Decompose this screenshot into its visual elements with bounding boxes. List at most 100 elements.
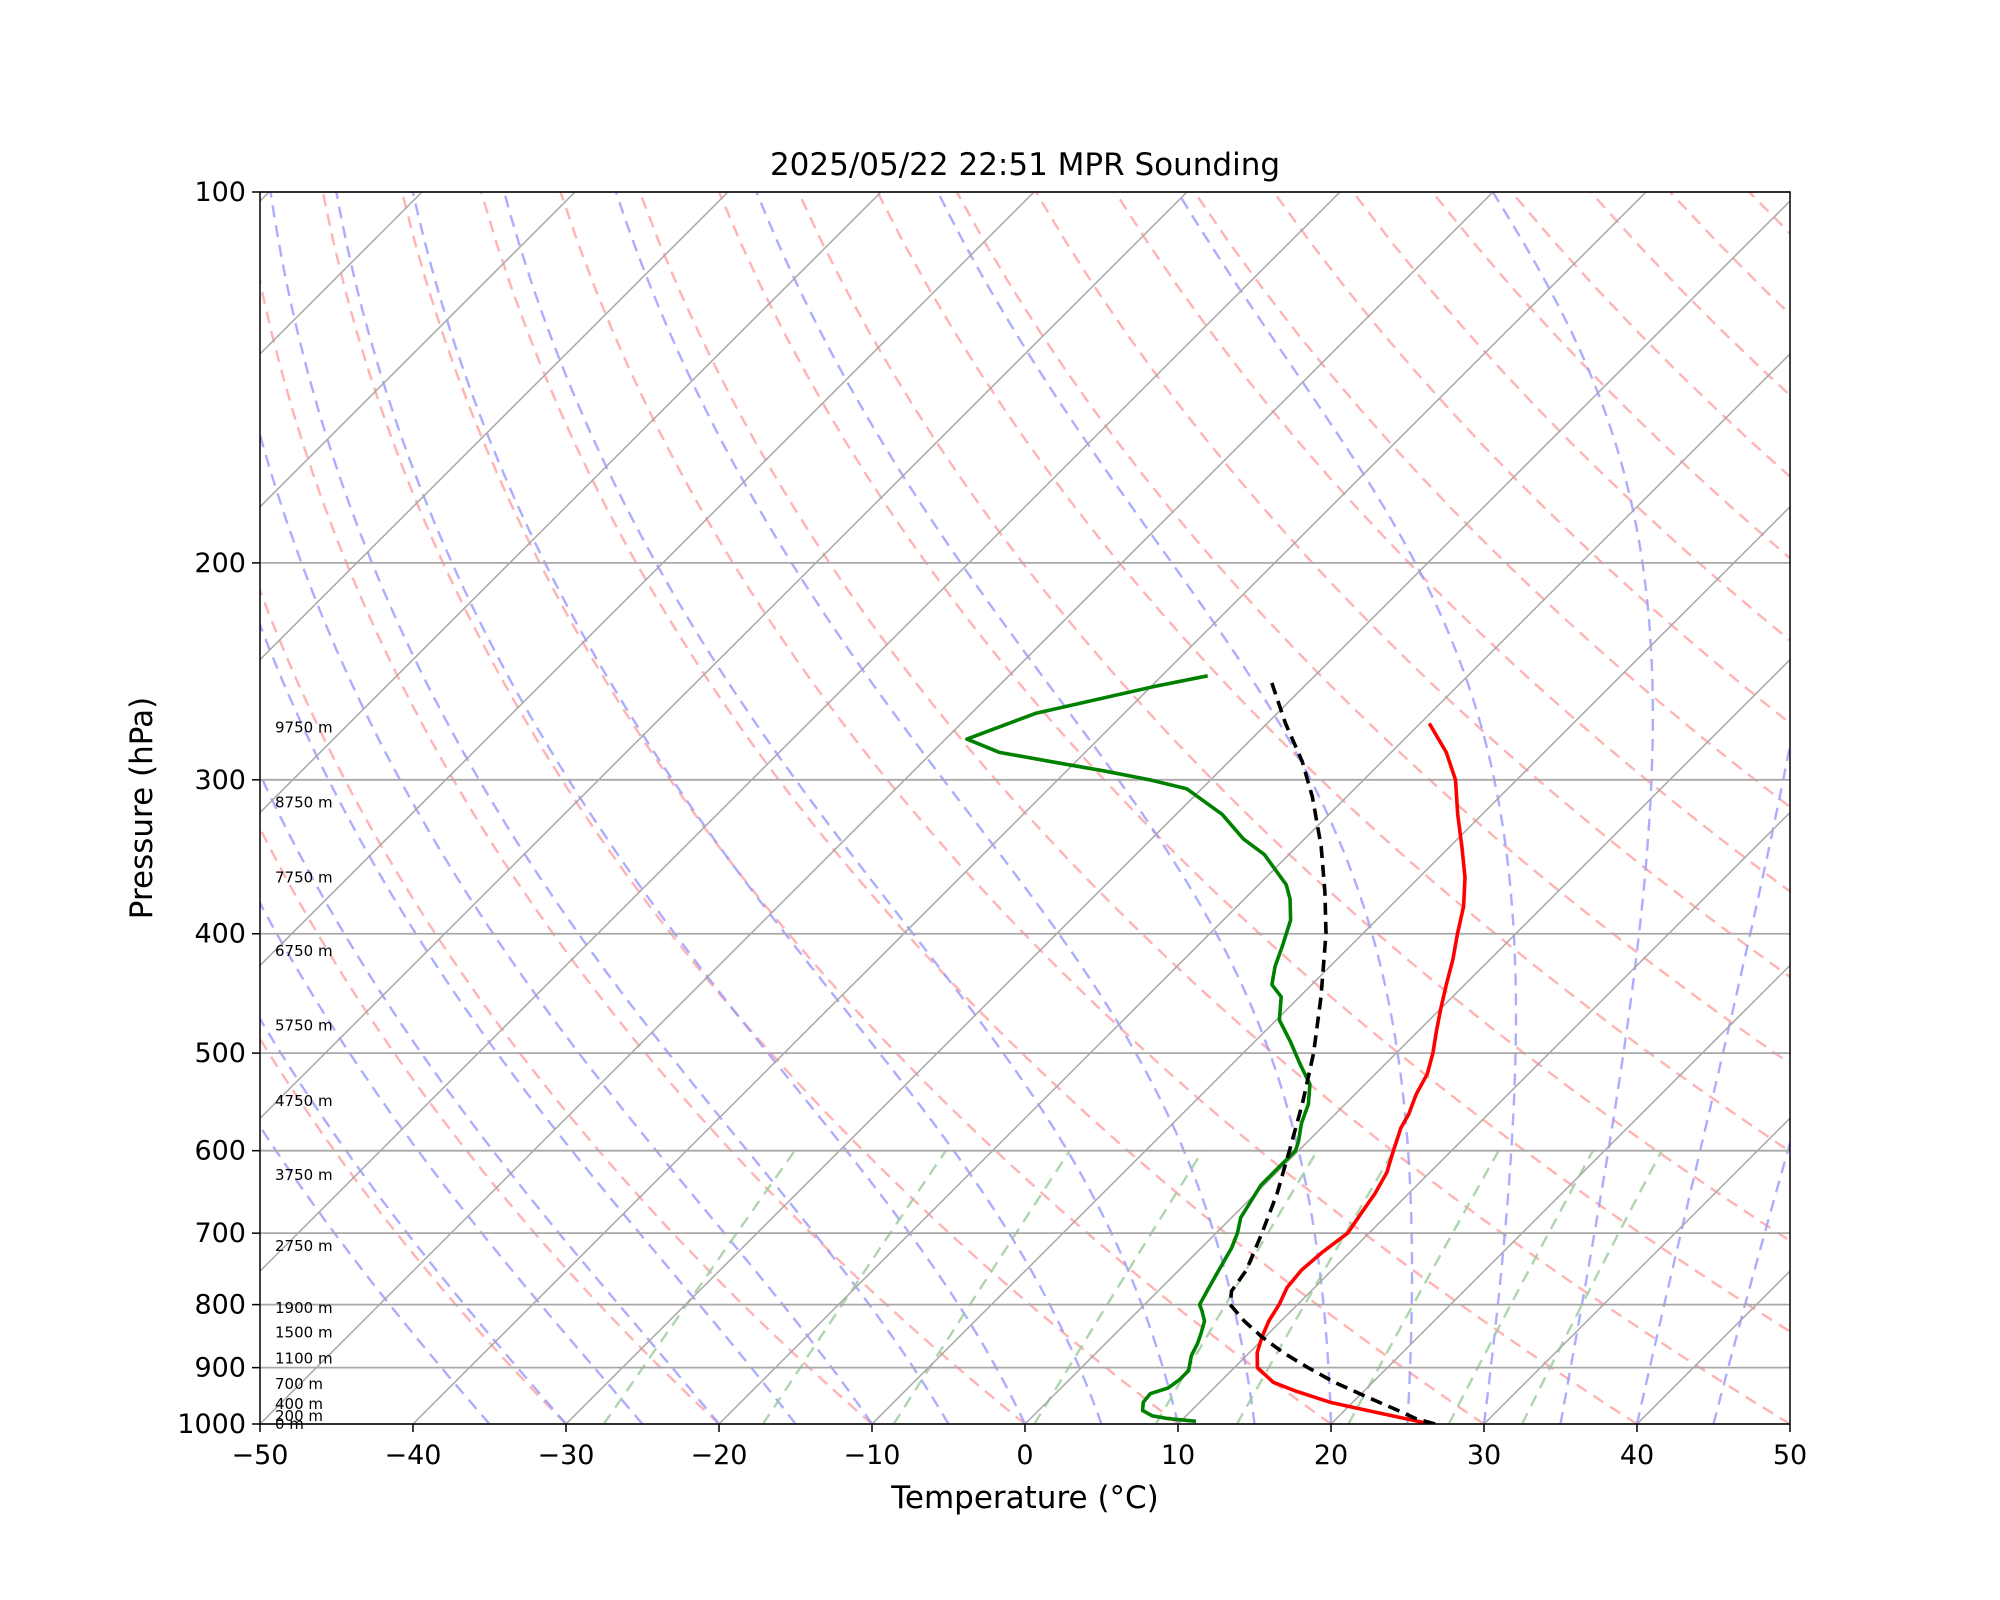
x-tick-label: −30 [538,1440,595,1471]
dry-adiabat-line [260,587,873,1424]
dry-adiabat-line [717,192,1790,1333]
plot-frame [259,191,1791,1425]
dry-adiabat-line [1829,192,2000,1424]
x-tick-label: 50 [1773,1440,1807,1471]
dry-adiabat-line [1669,192,1790,316]
height-label: 1500 m [275,1324,333,1342]
height-label: 1100 m [275,1350,333,1368]
x-tick-label: −50 [232,1440,289,1471]
dry-adiabat-line [1589,192,1790,397]
height-label: 5750 m [275,1017,333,1035]
y-tick-label: 100 [194,177,246,208]
y-tick-label: 1000 [177,1409,246,1440]
isotherm-line [260,192,1188,1120]
isotherm-line [412,192,1647,1424]
x-tick-label: 30 [1467,1440,1501,1471]
y-tick-label: 200 [194,548,246,579]
moist-adiabat-line [411,192,1103,1424]
mixing-ratio-line [1447,1150,1594,1424]
height-label: 400 m [275,1395,323,1413]
moist-adiabat-line [260,430,873,1424]
height-label: 4750 m [275,1092,333,1110]
moist-adiabat-line [1635,739,1790,1424]
height-label: 7750 m [275,868,333,886]
chart-title: 2025/05/22 22:51 MPR Sounding [770,147,1280,183]
dry-adiabat-line [1510,192,1790,479]
moist-adiabat-line [269,192,950,1424]
moist-adiabat-line [260,1016,567,1424]
moist-adiabat-line [260,621,797,1424]
isotherm-line [565,199,1790,1424]
dry-adiabat-line [638,192,1790,1424]
height-label: 3750 m [275,1166,333,1184]
x-tick-label: 40 [1620,1440,1654,1471]
height-label: 8750 m [275,794,333,812]
dry-adiabat-line [955,192,1790,1066]
moist-adiabat-line [260,900,644,1424]
x-tick-label: −10 [844,1440,901,1471]
isotherm-line [0,192,116,1424]
dry-adiabat-line [260,825,720,1424]
y-axis-title: Pressure (hPa) [124,697,160,919]
x-tick-label: −20 [691,1440,748,1471]
y-tick-label: 800 [194,1290,246,1321]
background-lines [0,192,2000,1424]
height-label: 1900 m [275,1299,333,1317]
dry-adiabat-line [480,192,1485,1424]
moist-adiabat-line [503,192,1180,1424]
isotherm-line [260,192,1035,967]
x-tick-label: −40 [385,1440,442,1471]
dry-adiabat-line [876,192,1790,1153]
dry-adiabat-line [1114,192,1790,893]
x-tick-label: 10 [1161,1440,1195,1471]
dry-adiabat-line [260,275,1026,1424]
moist-adiabat-line [1491,192,1655,1424]
dry-adiabat-line [1034,192,1790,979]
sounding-lines [965,674,1467,1424]
moist-adiabat-line [1712,1138,1790,1424]
mixing-ratio-line [1154,1150,1319,1424]
isotherm-line [1789,1422,1790,1424]
temperature-line [1255,722,1467,1424]
x-tick-label: 20 [1314,1440,1348,1471]
y-axis: 100 200 300 400 500 600 700 800 900 1000 [177,177,260,1440]
isotherm-line [718,352,1790,1424]
pressure-gridlines [260,191,1790,1425]
dry-adiabat-line [797,192,1790,1243]
y-tick-label: 400 [194,919,246,950]
height-label: 700 m [275,1375,323,1393]
isotherm-line [260,192,1494,1424]
isotherm-line [871,505,1790,1424]
moist-adiabat-line [755,192,1333,1424]
y-tick-label: 500 [194,1038,246,1069]
isotherm-line [1330,964,1790,1424]
dewpoint-line [965,674,1312,1424]
height-label: 6750 m [275,942,333,960]
isotherm-line [1483,1117,1790,1424]
dry-adiabat-line [559,192,1638,1424]
moist-adiabat-line [936,192,1414,1424]
y-tick-label: 900 [194,1353,246,1384]
x-axis: −50 −40 −30 −20 −10 0 10 20 30 40 50 [232,1424,1807,1471]
height-label: 2750 m [275,1237,333,1255]
y-tick-label: 600 [194,1136,246,1167]
isotherm-line [1177,811,1790,1424]
isotherm-line [1636,1270,1790,1424]
dry-adiabat-line [400,192,1332,1424]
moist-adiabat-line [335,192,1027,1424]
moist-adiabat-line [614,192,1256,1424]
dry-adiabat-line [1272,192,1790,725]
isotherm-line [1024,658,1790,1424]
y-tick-label: 700 [194,1218,246,1249]
isotherm-line [260,192,729,661]
mixing-ratio-line [1033,1150,1204,1424]
dry-adiabat-line [321,192,1179,1424]
mixing-ratio-line [1521,1150,1663,1424]
mixing-ratio-line [602,1150,796,1424]
isotherm-line [260,192,576,508]
height-label: 200 m [275,1407,323,1425]
isotherm-line [260,192,882,814]
height-label: 9750 m [275,718,333,736]
